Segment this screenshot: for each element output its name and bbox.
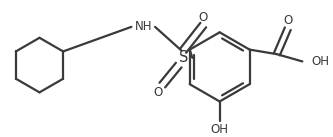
Text: O: O (283, 14, 292, 27)
Text: OH: OH (311, 55, 329, 68)
Text: S: S (178, 50, 188, 65)
Text: OH: OH (211, 123, 229, 136)
Text: NH: NH (135, 20, 152, 33)
Text: O: O (153, 86, 163, 99)
Text: O: O (199, 11, 208, 24)
